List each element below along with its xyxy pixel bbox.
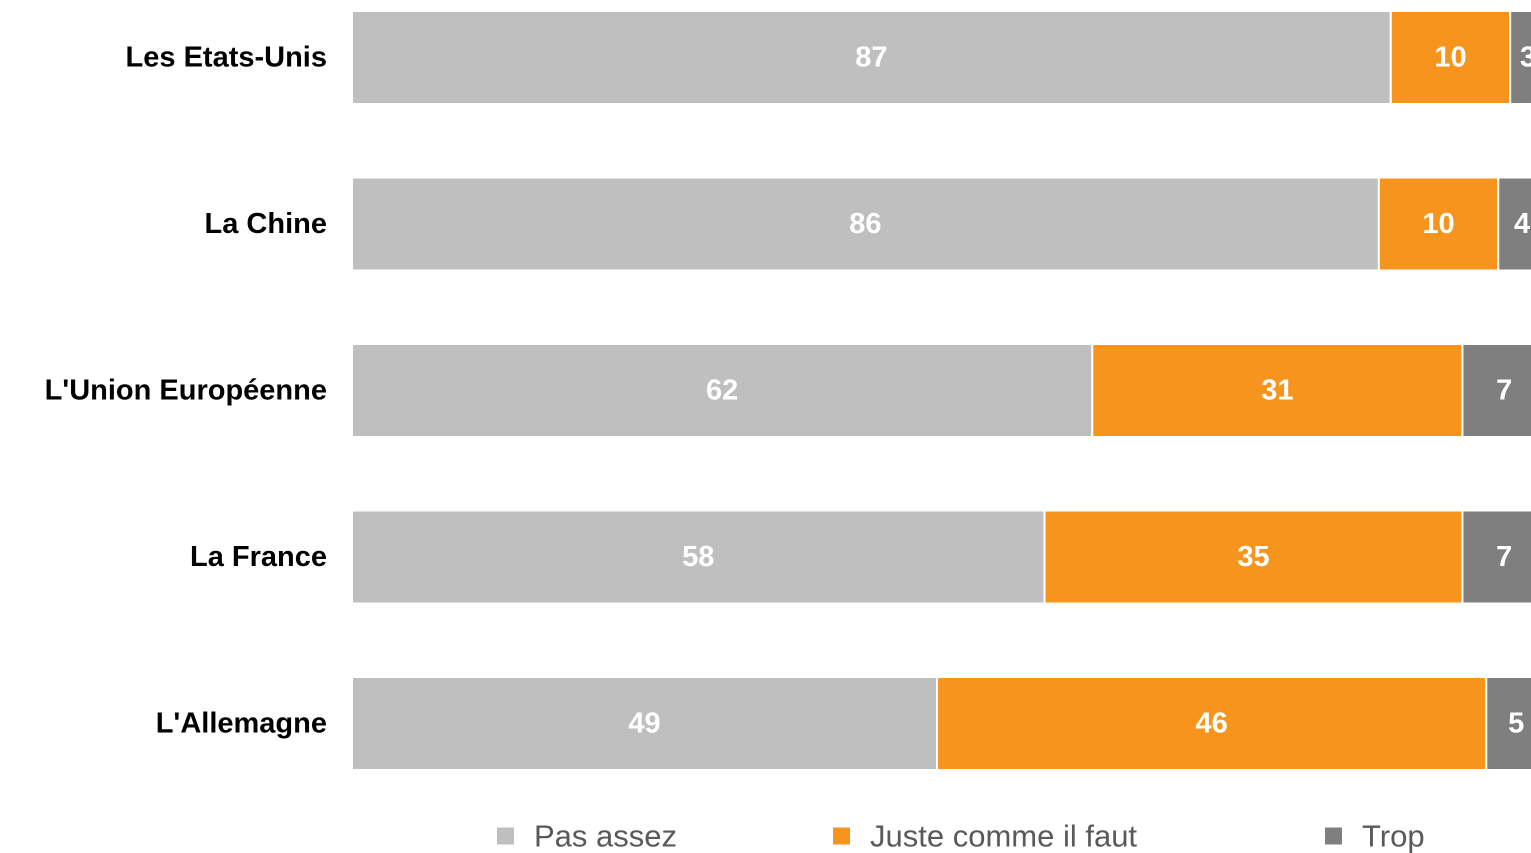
bar-juste-comme-il-faut-la-chine: [1377, 176, 1500, 272]
bar-juste-comme-il-faut-l-union-europeenne: [1091, 343, 1464, 438]
bar-pas-assez-l-allemagne: [351, 676, 939, 771]
legend-label-pas-assez: Pas assez: [534, 819, 677, 853]
bar-juste-comme-il-faut-l-allemagne: [936, 676, 1488, 771]
data-label-juste-comme-il-faut-les-etats-unis: 10: [1434, 42, 1466, 74]
bar-trop-les-etats-unis: [1509, 10, 1531, 105]
legend-swatch-pas-assez: [497, 827, 514, 845]
bar-pas-assez-la-france: [351, 509, 1046, 605]
data-label-pas-assez-les-etats-unis: 87: [855, 42, 887, 74]
legend-label-trop: Trop: [1362, 819, 1425, 853]
data-label-pas-assez-la-chine: 86: [849, 208, 881, 240]
legend: Pas assez Juste comme il faut Trop: [497, 819, 1425, 853]
bar-trop-la-chine: [1497, 176, 1531, 272]
data-label-juste-comme-il-faut-l-allemagne: 46: [1196, 708, 1228, 740]
category-label-les-etats-unis: Les Etats-Unis: [126, 42, 327, 74]
data-label-trop-la-chine: 4: [1514, 208, 1530, 240]
data-label-trop-l-union-europeenne: 7: [1496, 375, 1512, 407]
category-label-l-allemagne: L'Allemagne: [156, 708, 327, 740]
legend-label-juste-comme-il-faut: Juste comme il faut: [870, 819, 1137, 853]
bar-trop-la-france: [1461, 509, 1531, 605]
data-label-juste-comme-il-faut-la-chine: 10: [1422, 208, 1454, 240]
data-label-trop-les-etats-unis: 3: [1520, 42, 1531, 74]
data-label-pas-assez-l-union-europeenne: 62: [706, 375, 738, 407]
bar-pas-assez-la-chine: [351, 176, 1380, 272]
bar-juste-comme-il-faut-la-france: [1043, 509, 1464, 605]
bar-trop-l-allemagne: [1485, 676, 1531, 771]
data-label-pas-assez-la-france: 58: [682, 541, 714, 573]
legend-swatch-juste-comme-il-faut: [833, 827, 850, 845]
bar-juste-comme-il-faut-les-etats-unis: [1389, 10, 1512, 105]
data-label-juste-comme-il-faut-la-france: 35: [1237, 541, 1269, 573]
category-label-la-france: La France: [190, 541, 327, 573]
data-label-juste-comme-il-faut-l-union-europeenne: 31: [1261, 375, 1293, 407]
bars-layer: 87 10 3 86 10 4 62 31 7 58 35 7 49 46 5: [351, 10, 1531, 771]
data-label-pas-assez-l-allemagne: 49: [628, 708, 660, 740]
data-label-trop-la-france: 7: [1496, 541, 1512, 573]
category-label-la-chine: La Chine: [205, 208, 327, 240]
bar-pas-assez-les-etats-unis: [351, 10, 1392, 105]
data-label-trop-l-allemagne: 5: [1508, 708, 1524, 740]
category-labels: Les Etats-Unis La Chine L'Union Européenne…: [45, 42, 327, 740]
bar-pas-assez-l-union-europeenne: [351, 343, 1094, 438]
legend-swatch-trop: [1325, 827, 1342, 845]
bar-trop-l-union-europeenne: [1461, 343, 1531, 438]
category-label-l-union-europeenne: L'Union Européenne: [45, 375, 327, 407]
